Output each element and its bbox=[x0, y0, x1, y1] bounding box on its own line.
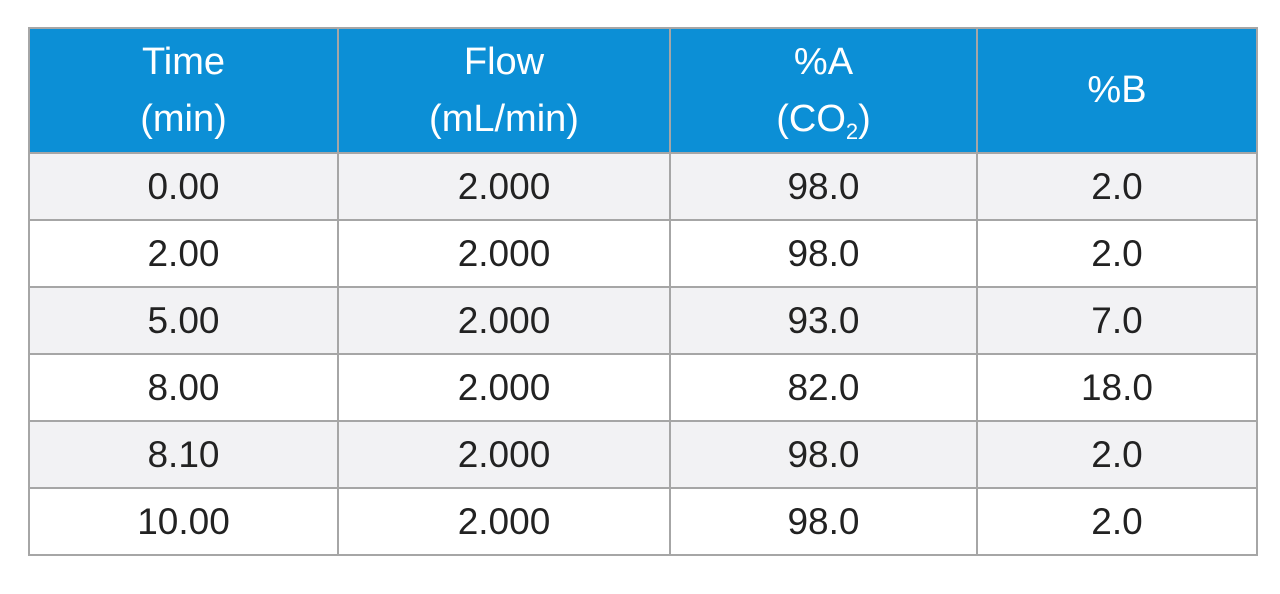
cell-pct-b: 7.0 bbox=[976, 286, 1258, 355]
cell-time: 8.00 bbox=[28, 353, 339, 422]
header-time-line1: Time bbox=[141, 40, 226, 83]
table-row: 10.00 2.000 98.0 2.0 bbox=[28, 487, 1258, 556]
cell-pct-a: 93.0 bbox=[669, 286, 978, 355]
header-time-line2: (min) bbox=[140, 97, 227, 140]
cell-pct-b: 2.0 bbox=[976, 152, 1258, 221]
header-pct-a-subscript: 2 bbox=[845, 118, 859, 144]
header-pct-b: %B bbox=[976, 27, 1258, 154]
header-row: Time (min) Flow (mL/min) %A (CO2) %B bbox=[28, 27, 1258, 154]
table-row: 2.00 2.000 98.0 2.0 bbox=[28, 219, 1258, 288]
cell-pct-a: 98.0 bbox=[669, 487, 978, 556]
table-row: 5.00 2.000 93.0 7.0 bbox=[28, 286, 1258, 355]
cell-time: 5.00 bbox=[28, 286, 339, 355]
cell-time: 2.00 bbox=[28, 219, 339, 288]
cell-pct-b: 2.0 bbox=[976, 487, 1258, 556]
cell-pct-a: 82.0 bbox=[669, 353, 978, 422]
cell-pct-a: 98.0 bbox=[669, 219, 978, 288]
cell-pct-b: 2.0 bbox=[976, 420, 1258, 489]
header-pct-a-line1: %A bbox=[793, 40, 854, 83]
cell-flow: 2.000 bbox=[337, 353, 671, 422]
header-pct-a-line2-post: ) bbox=[858, 97, 871, 140]
header-pct-a: %A (CO2) bbox=[669, 27, 978, 154]
cell-time: 8.10 bbox=[28, 420, 339, 489]
header-pct-a-line2-pre: (CO bbox=[776, 97, 846, 140]
header-flow: Flow (mL/min) bbox=[337, 27, 671, 154]
cell-pct-b: 18.0 bbox=[976, 353, 1258, 422]
table-row: 0.00 2.000 98.0 2.0 bbox=[28, 152, 1258, 221]
cell-time: 10.00 bbox=[28, 487, 339, 556]
header-pct-a-line2: (CO2) bbox=[671, 91, 976, 148]
header-flow-line1: Flow bbox=[463, 40, 545, 83]
header-flow-line2: (mL/min) bbox=[429, 97, 579, 140]
table-row: 8.10 2.000 98.0 2.0 bbox=[28, 420, 1258, 489]
gradient-table-container: Time (min) Flow (mL/min) %A (CO2) %B 0.0… bbox=[28, 27, 1258, 556]
header-time: Time (min) bbox=[28, 27, 339, 154]
cell-time: 0.00 bbox=[28, 152, 339, 221]
gradient-table: Time (min) Flow (mL/min) %A (CO2) %B 0.0… bbox=[28, 27, 1258, 556]
cell-flow: 2.000 bbox=[337, 420, 671, 489]
cell-flow: 2.000 bbox=[337, 152, 671, 221]
cell-flow: 2.000 bbox=[337, 286, 671, 355]
header-pct-b-line1: %B bbox=[1087, 69, 1147, 111]
cell-flow: 2.000 bbox=[337, 219, 671, 288]
cell-pct-a: 98.0 bbox=[669, 152, 978, 221]
cell-pct-b: 2.0 bbox=[976, 219, 1258, 288]
cell-flow: 2.000 bbox=[337, 487, 671, 556]
cell-pct-a: 98.0 bbox=[669, 420, 978, 489]
table-row: 8.00 2.000 82.0 18.0 bbox=[28, 353, 1258, 422]
